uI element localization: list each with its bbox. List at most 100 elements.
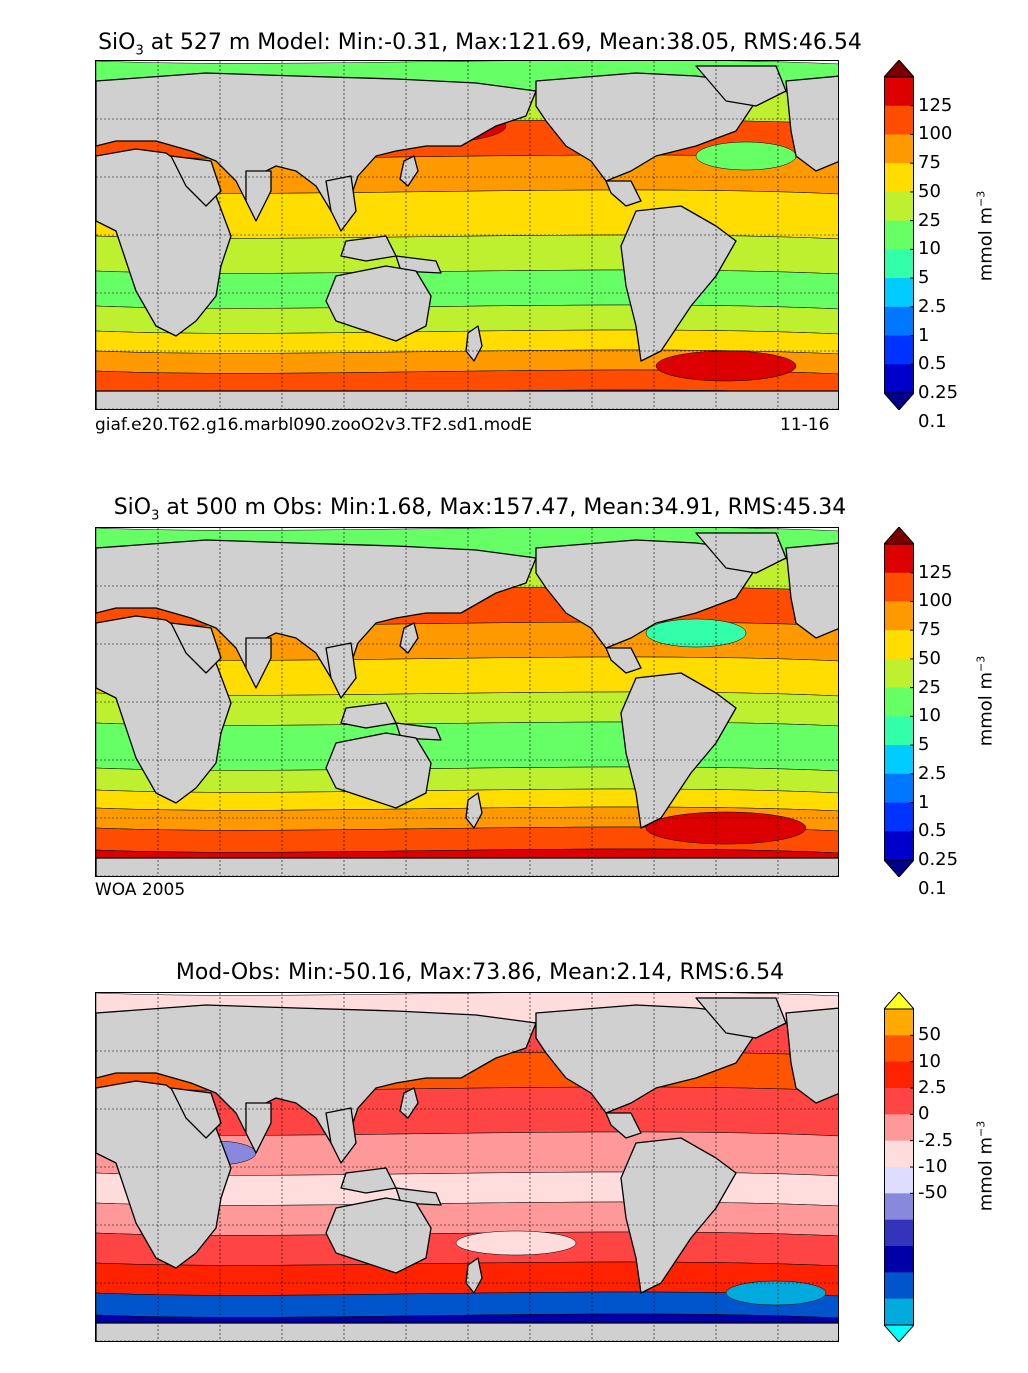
map-diff-landmass: [785, 1007, 838, 1104]
map-obs-field-feature: [645, 811, 807, 845]
colorbar-obs-tick-label: 10: [918, 705, 941, 727]
colorbar-model-tick-label: 5: [918, 267, 930, 289]
colorbar-obs-segment: [884, 687, 914, 717]
map-obs-landmass: [395, 722, 442, 741]
map-diff-landmass: [395, 1187, 442, 1206]
panel-2-caption-left: WOA 2005: [95, 880, 186, 900]
colorbar-obs-segment: [884, 802, 914, 832]
panel-2-title: SiO3 at 500 m Obs: Min:1.68, Max:157.47,…: [113, 495, 847, 524]
map-diff-landmass: [245, 1102, 272, 1154]
panel-1-title: SiO3 at 527 m Model: Min:-0.31, Max:121.…: [98, 30, 862, 59]
map-model-landmass: [395, 255, 442, 274]
colorbar-model-segment: [884, 163, 914, 193]
map-diff-gridlines: [96, 993, 838, 1341]
map-model-landmass: [245, 170, 272, 222]
colorbar-diff-segment: [884, 1088, 914, 1115]
colorbar-diff-segment: [884, 1219, 914, 1247]
colorbar-obs-tick-label: 0.1: [918, 877, 947, 899]
map-model-gridlines: [96, 61, 838, 409]
colorbar-model-tick-label: 50: [918, 180, 941, 202]
map-diff-landmass: [325, 1107, 357, 1164]
colorbar-model-tick-label: 1: [918, 324, 930, 346]
colorbar-model-extend-min: [884, 392, 914, 410]
colorbar-obs-segment: [884, 716, 914, 746]
colorbar-diff-segment: [884, 1140, 914, 1168]
colorbar-diff-tick-label: -10: [918, 1156, 948, 1177]
map-obs-landmass: [96, 857, 838, 876]
map-model-landmass: [325, 265, 432, 342]
colorbar-diff-segment: [884, 1167, 914, 1194]
colorbar-model-segment: [884, 191, 914, 222]
colorbar-obs: [884, 527, 914, 877]
panel-1-caption-left: giaf.e20.T62.g16.marbl090.zooO2v3.TF2.sd…: [95, 415, 533, 435]
map-model: [95, 60, 839, 410]
map-model-landmass: [170, 155, 222, 207]
colorbar-model-tick-label: 25: [918, 209, 941, 231]
colorbar-obs-tick-label: 5: [918, 734, 930, 756]
map-diff-landmass: [325, 1197, 432, 1274]
colorbar-diff-segment: [884, 1298, 914, 1326]
colorbar-obs-segment: [884, 745, 914, 775]
colorbar-model-segment: [884, 278, 914, 308]
colorbar-diff-extend-max: [884, 992, 914, 1010]
map-obs-landmass: [465, 792, 483, 829]
map-obs-landmass: [695, 532, 787, 574]
colorbar-model-segment: [884, 364, 914, 394]
map-model-field-feature: [655, 350, 797, 382]
colorbar-obs-tick-label: 0.5: [918, 820, 947, 842]
colorbar-model-segment: [884, 249, 914, 279]
map-model-landmass: [785, 75, 838, 172]
map-model-landmass: [465, 325, 483, 362]
map-obs-gridlines: [96, 528, 838, 876]
map-diff-landmass: [340, 1167, 397, 1194]
colorbar-diff-tick-label: 0: [918, 1103, 930, 1125]
map-diff-field-feature: [455, 1230, 577, 1256]
map-obs-landmass: [245, 637, 272, 689]
map-obs-landmass: [170, 622, 222, 674]
map-obs-landmass: [399, 622, 419, 654]
colorbar-diff-unit: mmol m−3: [974, 1120, 997, 1212]
colorbar-obs-tick-label: 50: [918, 647, 941, 669]
map-obs: [95, 527, 839, 877]
colorbar-obs-tick-label: 25: [918, 676, 941, 698]
colorbar-obs-extend-max: [884, 527, 914, 545]
colorbar-model-segment: [884, 77, 914, 107]
map-model-landmass: [325, 175, 357, 232]
map-model-landmass: [340, 235, 397, 262]
colorbar-obs-segment: [884, 630, 914, 660]
colorbar-obs-tick-label: 1: [918, 791, 930, 813]
colorbar-model-segment: [884, 306, 914, 337]
colorbar-model-tick-label: 10: [918, 238, 941, 260]
map-model-landmass: [605, 180, 642, 207]
map-model-landmass: [620, 205, 737, 362]
colorbar-model-unit: mmol m−3: [974, 190, 997, 282]
colorbar-model-segment: [884, 134, 914, 164]
colorbar-obs-unit: mmol m−3: [974, 655, 997, 747]
colorbar-obs-tick-label: 0.25: [918, 849, 959, 870]
map-model-landmass: [695, 65, 787, 107]
colorbar-obs-segment: [884, 658, 914, 689]
map-diff-landmass: [399, 1087, 419, 1119]
colorbar-diff-tick-label: 2.5: [918, 1077, 947, 1098]
map-diff-landmass: [605, 1112, 642, 1139]
colorbar-obs-segment: [884, 773, 914, 804]
map-obs-landmass: [325, 642, 357, 699]
colorbar-model: [884, 60, 914, 410]
colorbar-model-segment: [884, 335, 914, 365]
colorbar-diff-segment: [884, 1193, 914, 1221]
colorbar-diff-segment: [884, 1272, 914, 1300]
colorbar-diff-segment: [884, 1114, 914, 1142]
colorbar-diff-segment: [884, 1035, 914, 1063]
colorbar-diff-segment: [884, 1246, 914, 1273]
map-diff-landmass: [170, 1087, 222, 1139]
map-obs-landmass: [325, 732, 432, 809]
map-diff-landmass: [96, 1322, 838, 1341]
colorbar-diff-tick-label: -50: [918, 1182, 948, 1204]
map-model-field-band: [96, 304, 838, 335]
colorbar-model-segment: [884, 220, 914, 250]
map-diff-landmass: [695, 997, 787, 1039]
colorbar-diff-tick-label: -2.5: [918, 1129, 954, 1151]
colorbar-model-extend-max: [884, 60, 914, 78]
colorbar-obs-segment: [884, 831, 914, 861]
colorbar-diff-extend-min: [884, 1324, 914, 1342]
